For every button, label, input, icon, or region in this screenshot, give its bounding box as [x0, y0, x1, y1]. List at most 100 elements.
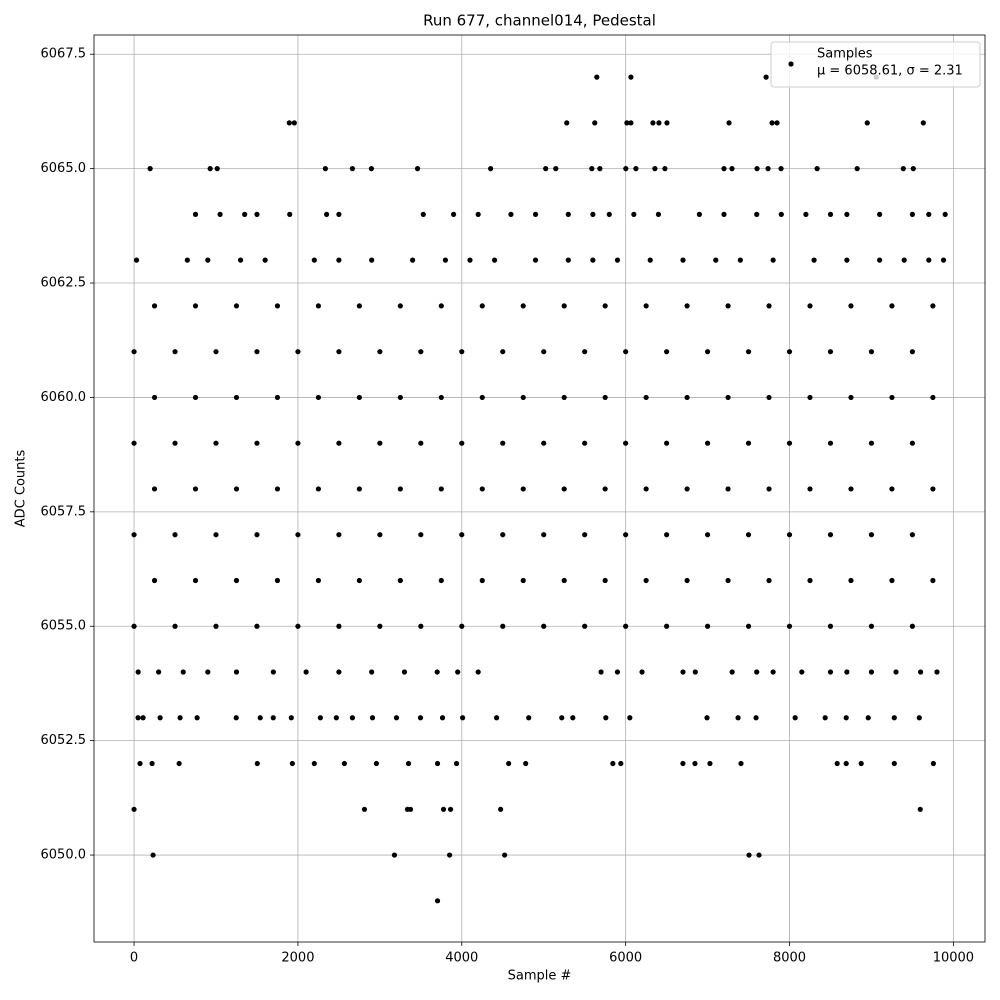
data-point — [746, 852, 752, 858]
data-point — [369, 715, 376, 721]
data-point — [623, 440, 629, 446]
data-point — [254, 532, 260, 538]
y-tick-label: 6060.0 — [41, 390, 87, 405]
data-point — [192, 394, 199, 401]
y-axis-label: ADC Counts — [14, 450, 29, 528]
data-point — [479, 303, 485, 309]
data-point — [213, 349, 219, 355]
data-point — [627, 715, 633, 721]
data-point — [373, 760, 380, 767]
data-point — [628, 74, 634, 80]
data-point — [704, 440, 711, 446]
y-tick-label: 6062.5 — [41, 276, 87, 291]
data-point — [745, 349, 752, 355]
data-point — [207, 166, 213, 172]
data-point — [270, 669, 276, 675]
data-point — [680, 257, 686, 263]
data-point — [639, 669, 645, 675]
data-point — [582, 440, 588, 446]
data-point — [561, 394, 567, 401]
data-point — [172, 532, 178, 538]
data-point — [704, 715, 710, 721]
data-point — [725, 486, 731, 492]
data-point — [602, 577, 608, 584]
data-point — [361, 806, 368, 812]
data-point — [565, 257, 571, 263]
data-point — [192, 486, 199, 492]
data-point — [369, 669, 375, 675]
data-point — [288, 715, 294, 721]
data-point — [274, 394, 281, 401]
data-point — [500, 623, 506, 629]
data-point — [475, 211, 481, 217]
data-point — [498, 806, 504, 812]
data-point — [753, 715, 759, 721]
data-point — [909, 211, 916, 217]
data-point — [333, 715, 339, 721]
data-point — [643, 486, 649, 492]
data-point — [303, 669, 309, 675]
data-point — [526, 715, 532, 721]
data-point — [317, 715, 323, 721]
data-point — [930, 760, 936, 767]
data-point — [582, 349, 588, 355]
y-tick-label: 6052.5 — [41, 733, 87, 748]
data-point — [434, 669, 440, 675]
data-point — [680, 669, 686, 675]
data-point — [475, 669, 481, 675]
data-point — [770, 669, 776, 675]
data-point — [827, 623, 834, 629]
data-point — [590, 257, 596, 263]
data-point — [254, 623, 260, 629]
data-point — [254, 211, 260, 217]
data-point — [500, 440, 506, 446]
data-point — [918, 669, 924, 675]
data-point — [680, 760, 686, 767]
data-point — [205, 257, 211, 263]
data-point — [774, 120, 780, 126]
data-point — [721, 166, 727, 172]
data-point — [792, 715, 798, 721]
data-point — [336, 440, 342, 446]
data-point — [418, 349, 424, 355]
data-point — [257, 715, 263, 721]
data-point — [213, 623, 219, 629]
data-point — [520, 486, 526, 492]
data-point — [909, 623, 916, 629]
data-point — [192, 211, 199, 217]
data-point — [157, 715, 163, 721]
data-point — [397, 394, 403, 401]
data-point — [843, 715, 849, 721]
data-point — [834, 760, 840, 767]
data-point — [909, 349, 916, 355]
data-point — [891, 760, 897, 767]
data-point — [341, 760, 347, 767]
data-point — [172, 440, 178, 446]
data-point — [664, 120, 670, 126]
data-point — [858, 760, 864, 767]
data-point — [799, 669, 805, 675]
data-point — [459, 349, 465, 355]
data-point — [942, 211, 948, 217]
data-point — [766, 486, 772, 492]
data-point — [553, 166, 559, 172]
data-point — [494, 715, 500, 721]
data-point — [438, 303, 444, 309]
data-point — [865, 715, 871, 721]
data-point — [151, 577, 158, 584]
data-point — [738, 760, 744, 767]
data-point — [582, 532, 588, 538]
data-point — [233, 715, 239, 721]
data-point — [811, 257, 817, 263]
data-point — [295, 623, 301, 629]
data-point — [765, 166, 771, 172]
data-point — [704, 349, 711, 355]
data-point — [889, 394, 895, 401]
data-point — [643, 394, 649, 401]
data-point — [868, 440, 875, 446]
data-point — [438, 577, 444, 584]
x-axis-label: Sample # — [508, 969, 572, 984]
data-point — [356, 394, 362, 401]
data-point — [254, 760, 260, 767]
data-point — [156, 669, 162, 675]
